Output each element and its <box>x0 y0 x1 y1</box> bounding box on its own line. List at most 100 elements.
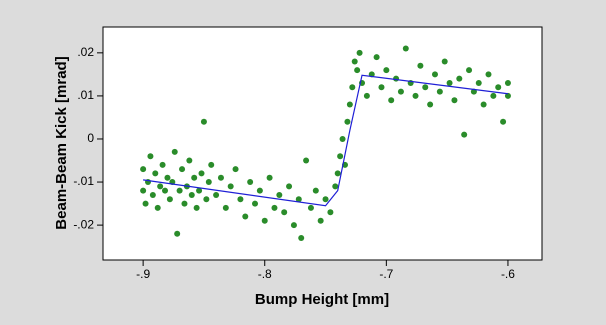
point <box>485 71 492 78</box>
point <box>354 67 361 74</box>
point <box>266 174 273 181</box>
point <box>261 217 268 224</box>
point <box>217 174 224 181</box>
point <box>307 204 314 211</box>
point <box>356 49 363 56</box>
point <box>193 204 200 211</box>
point <box>436 88 443 95</box>
point <box>154 204 161 211</box>
point <box>208 161 215 168</box>
point <box>142 200 149 207</box>
point <box>152 170 159 177</box>
point <box>303 157 310 164</box>
point <box>159 161 166 168</box>
point <box>393 75 400 82</box>
point <box>397 88 404 95</box>
point <box>205 179 212 186</box>
x-tick-label: -.8 <box>258 267 272 281</box>
point <box>242 213 249 220</box>
point <box>171 148 178 155</box>
y-tick-label: .01 <box>77 88 94 102</box>
point <box>339 135 346 142</box>
x-tick-label: -.9 <box>136 267 150 281</box>
point <box>317 217 324 224</box>
point <box>349 84 356 91</box>
x-tick-label: -.7 <box>379 267 393 281</box>
point <box>363 92 370 99</box>
point <box>490 92 497 99</box>
point <box>495 84 502 91</box>
point <box>427 101 434 108</box>
y-tick-label: -.02 <box>73 217 94 231</box>
point <box>378 84 385 91</box>
point <box>174 230 181 237</box>
x-tick-label: -.6 <box>501 267 515 281</box>
y-tick-label: -.01 <box>73 174 94 188</box>
point <box>203 196 210 203</box>
fit-line <box>143 74 509 207</box>
point <box>388 97 395 104</box>
point <box>344 118 351 125</box>
point <box>140 187 147 194</box>
point <box>412 92 419 99</box>
point <box>504 79 511 86</box>
point <box>327 209 334 216</box>
point <box>162 187 169 194</box>
point <box>179 166 186 173</box>
point <box>346 101 353 108</box>
x-axis-label: Bump Height [mm] <box>255 291 389 308</box>
point <box>500 118 507 125</box>
point <box>351 58 358 65</box>
point <box>191 174 198 181</box>
point <box>237 196 244 203</box>
point <box>373 54 380 61</box>
point <box>504 92 511 99</box>
point <box>312 187 319 194</box>
point <box>256 187 263 194</box>
y-axis-label: Beam-Beam Kick [mrad] <box>53 56 70 229</box>
point <box>222 204 229 211</box>
point <box>252 200 259 207</box>
point <box>164 174 171 181</box>
point <box>402 45 409 52</box>
point <box>431 71 438 78</box>
point <box>466 67 473 74</box>
point <box>456 75 463 82</box>
point <box>417 62 424 69</box>
point <box>281 209 288 216</box>
point <box>200 118 207 125</box>
point <box>475 79 482 86</box>
point <box>157 183 164 190</box>
point <box>176 187 183 194</box>
point <box>198 170 205 177</box>
point <box>295 196 302 203</box>
point <box>140 166 147 173</box>
y-tick-label: .02 <box>77 45 94 59</box>
point <box>147 153 154 160</box>
point <box>441 58 448 65</box>
point <box>332 183 339 190</box>
point <box>149 191 156 198</box>
point <box>461 131 468 138</box>
point <box>196 187 203 194</box>
point <box>227 183 234 190</box>
point <box>213 191 220 198</box>
point <box>446 79 453 86</box>
point <box>186 157 193 164</box>
point <box>337 153 344 160</box>
point <box>188 191 195 198</box>
point <box>247 179 254 186</box>
point <box>286 183 293 190</box>
plot-area <box>102 26 543 261</box>
point <box>271 204 278 211</box>
point <box>383 67 390 74</box>
point <box>334 170 341 177</box>
point <box>422 84 429 91</box>
point <box>166 196 173 203</box>
point <box>451 97 458 104</box>
point <box>480 101 487 108</box>
y-tick-label: 0 <box>87 131 94 145</box>
point <box>322 196 329 203</box>
point <box>276 191 283 198</box>
